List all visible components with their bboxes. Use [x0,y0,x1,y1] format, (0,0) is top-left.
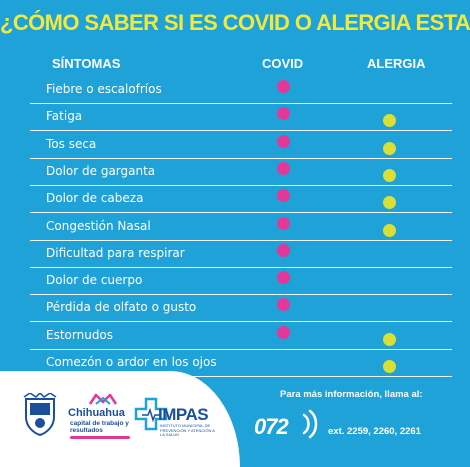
municipal-crest-icon [23,393,57,437]
row-divider [30,184,452,186]
footer-logo-panel: Chihuahua capital de trabajo y resultado… [0,371,240,467]
row-divider [30,348,452,350]
symptom-row: Dolor de garganta [0,159,470,186]
covid-dot [277,271,290,285]
covid-dot [277,134,290,148]
symptom-label: Dolor de cuerpo [46,273,143,288]
chihuahua-bar [70,436,130,439]
symptom-label: Fiebre o escalofríos [46,82,162,96]
symptom-label: Dolor de garganta [46,163,156,178]
alergia-dot [383,360,396,373]
footer: Chihuahua capital de trabajo y resultado… [0,371,470,467]
row-divider [30,294,452,296]
symptom-row: Pérdida de olfato o gusto [0,295,470,323]
covid-dot [277,325,290,339]
alergia-dot [383,141,396,155]
covid-dot [277,161,290,175]
covid-dot [277,216,290,230]
symptom-label: Congestión Nasal [46,218,151,233]
symptom-row: Fatiga [0,104,470,132]
alergia-dot [383,114,396,128]
symptom-label: Comezón o ardor en los ojos [46,355,217,369]
impas-subtitle: INSTITUTO MUNICIPAL DE PREVENCIÓN Y ATEN… [160,423,215,437]
alergia-dot [383,168,396,182]
alergia-dot [383,332,396,346]
phone-number[interactable]: 072 [254,414,289,439]
symptom-row: Fiebre o escalofríos [0,77,470,104]
symptom-label: Dificultad para respirar [46,245,185,260]
symptom-label: Pérdida de olfato o gusto [46,300,197,315]
row-divider [30,376,452,377]
covid-header: COVID [262,56,304,71]
symptom-label: Tos seca [46,136,97,151]
symptom-label: Estornudos [46,327,114,342]
alergia-dot [383,196,396,210]
row-divider [30,239,452,241]
covid-dot [277,107,290,121]
chihuahua-title: Chihuahua [68,407,125,419]
symptom-row: Congestión Nasal [0,214,470,241]
row-divider [30,212,452,214]
page-title: ¿CÓMO SABER SI ES COVID O ALERGIA ESTACI… [0,10,470,35]
row-divider [30,130,452,132]
symptom-label: Fatiga [46,109,83,124]
covid-dot [277,80,290,93]
alergia-header: ALERGIA [367,56,426,71]
symptom-row: Dolor de cuerpo [0,268,470,296]
symptom-label: Dolor de cabeza [46,191,144,206]
chihuahua-subtitle: capital de trabajo y resultados [70,420,129,434]
symptom-row: Tos seca [0,132,470,159]
row-divider [30,321,452,323]
covid-dot [277,243,290,257]
symptoms-header: SÍNTOMAS [52,56,121,71]
impas-title: IMPAS [158,405,209,424]
covid-dot [277,189,290,203]
symptom-row: Dificultad para respirar [0,241,470,268]
impas-cross-icon [134,397,168,431]
symptom-row: Dolor de cabeza [0,186,470,214]
info-text: Para más información, llama al: [280,389,423,400]
row-divider [30,266,452,268]
phone-extensions: ext. 2259, 2260, 2261 [328,426,421,437]
row-divider [30,103,452,104]
chihuahua-m-icon [88,393,118,405]
symptom-row: Comezón o ardor en los ojos [0,350,470,377]
covid-dot [277,298,290,312]
symptom-row: Estornudos [0,323,470,350]
row-divider [30,157,452,159]
signal-waves-icon [302,409,318,439]
alergia-dot [383,223,396,237]
